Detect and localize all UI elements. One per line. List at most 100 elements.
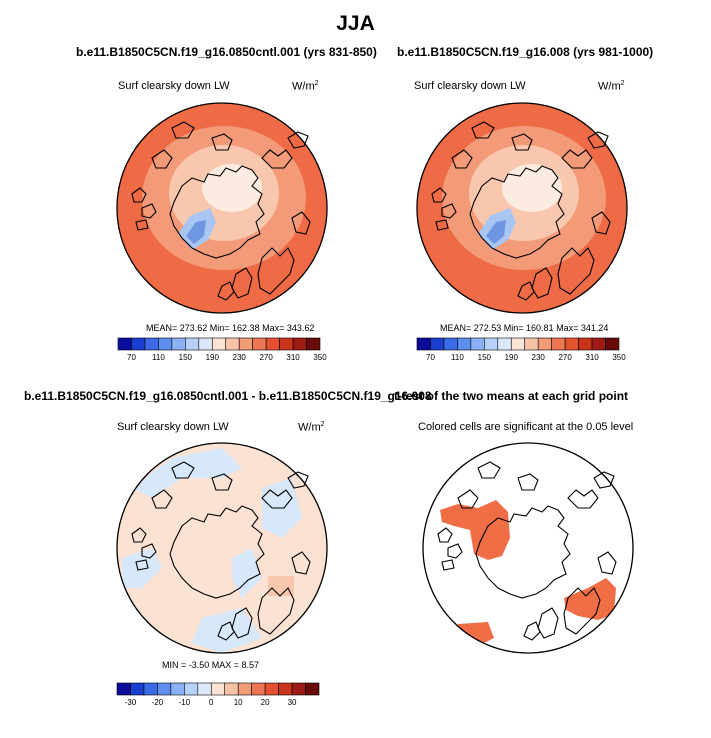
colorbar-swatch (430, 337, 445, 351)
panel2-colorbar: 70 110 150 190 230 270 310 350 (416, 337, 626, 364)
coastline (557, 247, 595, 295)
panel3-variable: Surf clearsky down LW (117, 421, 229, 433)
colorbar-swatch (306, 337, 321, 351)
colorbar-swatch (251, 682, 266, 696)
colorbar-label: 190 (504, 353, 518, 362)
coastline (511, 133, 533, 151)
coastline (261, 489, 293, 509)
colorbar-label: 150 (477, 353, 492, 362)
coastline (131, 527, 147, 543)
colorbar-swatch (252, 337, 267, 351)
colorbar-swatch (143, 682, 158, 696)
significant-cells (440, 500, 510, 560)
panel2-variable: Surf clearsky down LW (414, 80, 526, 92)
panel1-stats: MEAN= 273.62 Min= 162.38 Max= 343.62 (146, 323, 315, 333)
coastline (131, 187, 147, 203)
coastline (135, 219, 149, 231)
colorbar-swatch (265, 337, 280, 351)
coastline (217, 281, 235, 301)
diff-negative (122, 548, 162, 588)
map-border (116, 442, 328, 654)
coastline (471, 121, 495, 139)
panel1-units: W/m2 (292, 80, 319, 93)
figure-title: JJA (336, 12, 375, 35)
colorbar-swatch (184, 682, 199, 696)
colorbar-swatch (484, 337, 499, 351)
coastline (437, 527, 453, 543)
coastline (435, 219, 449, 231)
panel3-colorbar: -30 -20 -10 0 10 20 30 (116, 682, 320, 709)
panel1-map (116, 102, 328, 314)
colorbar-label: -10 (178, 698, 191, 707)
panel4-map (422, 442, 634, 654)
colorbar-swatch (278, 682, 293, 696)
coastline (169, 165, 265, 259)
colorbar-label: 190 (205, 353, 219, 362)
panel2-units: W/m2 (598, 80, 625, 93)
panel3-map (116, 442, 328, 654)
coastline (141, 543, 157, 559)
colorbar-swatch (185, 337, 200, 351)
colorbar-label: -20 (151, 698, 164, 707)
coastline (169, 505, 265, 599)
colorbar-swatch (264, 682, 279, 696)
colorbar-swatch (470, 337, 485, 351)
colorbar-swatch (578, 337, 593, 351)
coastline (171, 121, 195, 139)
diff-negative (232, 548, 262, 598)
colorbar-swatch (224, 682, 239, 696)
colorbar-label: 70 (426, 353, 435, 362)
colorbar-swatch (551, 337, 566, 351)
map-border (416, 102, 628, 314)
colorbar-label: 230 (232, 353, 246, 362)
coastline (211, 473, 233, 491)
colorbar-swatch (158, 337, 173, 351)
coastline (523, 621, 541, 641)
colorbar-label: 350 (612, 353, 626, 362)
significant-cells (564, 578, 616, 620)
coastline (217, 621, 235, 641)
colorbar-swatch (237, 682, 252, 696)
coastline (291, 211, 311, 235)
colorbar-label: 350 (313, 353, 327, 362)
colorbar-label: 310 (286, 353, 300, 362)
colorbar-label: 20 (260, 698, 270, 707)
panel2-map (416, 102, 628, 314)
colorbar-swatch (210, 682, 226, 696)
colorbar-swatch (197, 682, 212, 696)
coastline (261, 149, 293, 169)
colorbar-swatch (116, 682, 131, 696)
colorbar-label: 150 (178, 353, 193, 362)
colorbar-swatch (497, 337, 512, 351)
colorbar-swatch (457, 337, 472, 351)
colorbar-swatch (510, 337, 526, 351)
colorbar-swatch (117, 337, 132, 351)
coastline (469, 165, 565, 259)
panel3-stats: MIN = -3.50 MAX = 8.57 (162, 660, 260, 670)
coastline (447, 543, 463, 559)
colorbar-swatch (171, 337, 186, 351)
colorbar-swatch (292, 337, 307, 351)
coastline (257, 587, 295, 635)
coastline (561, 149, 593, 169)
panel4-case-title: t-test of the two means at each grid poi… (394, 389, 629, 403)
colorbar-swatch (211, 337, 227, 351)
coastline (211, 133, 233, 151)
coastline (597, 551, 617, 575)
panel3-units: W/m2 (298, 421, 325, 434)
coastline (431, 187, 447, 203)
coastline (477, 461, 501, 479)
colorbar-swatch (605, 337, 620, 351)
diff-negative (132, 448, 242, 498)
colorbar-swatch (170, 682, 185, 696)
colorbar-swatch (291, 682, 306, 696)
coastline (475, 505, 571, 599)
colorbar-label: 0 (209, 698, 214, 707)
colorbar-swatch (130, 682, 145, 696)
colorbar-label: 110 (451, 353, 464, 362)
coastline (151, 489, 173, 509)
colorbar-swatch (537, 337, 552, 351)
coastline (441, 559, 455, 571)
coastline (451, 149, 473, 169)
panel4-note: Colored cells are significant at the 0.0… (418, 421, 634, 433)
